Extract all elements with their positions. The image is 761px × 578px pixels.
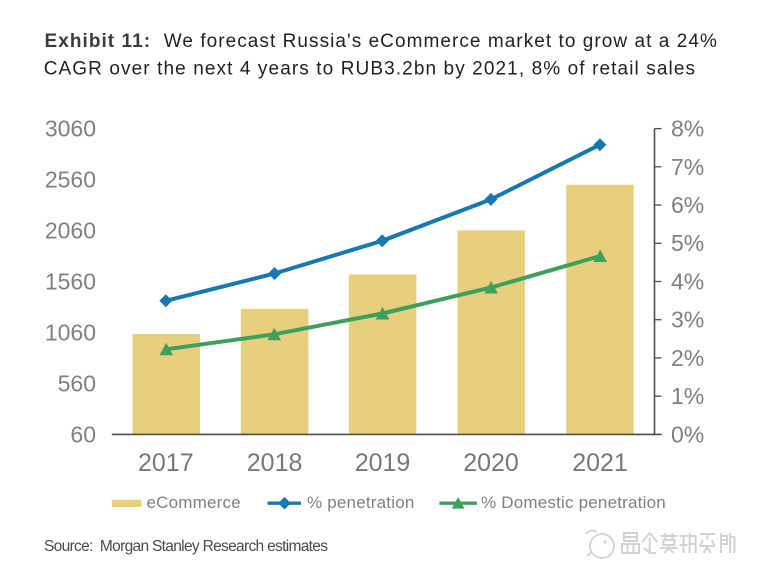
- svg-text:1%: 1%: [671, 383, 704, 409]
- svg-text:0%: 0%: [671, 421, 704, 447]
- svg-text:3060: 3060: [45, 116, 96, 142]
- svg-text:1060: 1060: [45, 320, 96, 346]
- svg-text:7%: 7%: [671, 154, 704, 180]
- svg-text:6%: 6%: [671, 192, 704, 218]
- svg-text:1560: 1560: [45, 269, 96, 295]
- svg-text:2017: 2017: [138, 449, 194, 477]
- svg-text:CAGR over the next 4 years to: CAGR over the next 4 years to RUB3.2bn b…: [44, 59, 696, 80]
- svg-text:8%: 8%: [671, 116, 704, 142]
- svg-text:2020: 2020: [463, 449, 519, 477]
- svg-text:560: 560: [58, 371, 96, 397]
- svg-text:3%: 3%: [671, 307, 704, 333]
- svg-text:2560: 2560: [45, 167, 96, 193]
- svg-text:60: 60: [70, 422, 96, 448]
- svg-text:Exhibit 11: We forecast Russi: Exhibit 11: We forecast Russia's eCommer…: [45, 31, 718, 52]
- svg-text:2019: 2019: [355, 449, 411, 477]
- svg-text:2060: 2060: [45, 218, 96, 244]
- svg-text:Source: Morgan Stanley Resear: Source: Morgan Stanley Research estimate…: [44, 538, 328, 555]
- svg-text:2018: 2018: [247, 449, 303, 477]
- svg-text:% Domestic penetration: % Domestic penetration: [481, 493, 666, 512]
- svg-text:% penetration: % penetration: [307, 493, 415, 512]
- svg-text:4%: 4%: [671, 269, 704, 295]
- svg-text:2%: 2%: [671, 345, 704, 371]
- svg-text:5%: 5%: [671, 230, 704, 256]
- svg-text:2021: 2021: [572, 449, 628, 477]
- svg-text:eCommerce: eCommerce: [147, 493, 241, 512]
